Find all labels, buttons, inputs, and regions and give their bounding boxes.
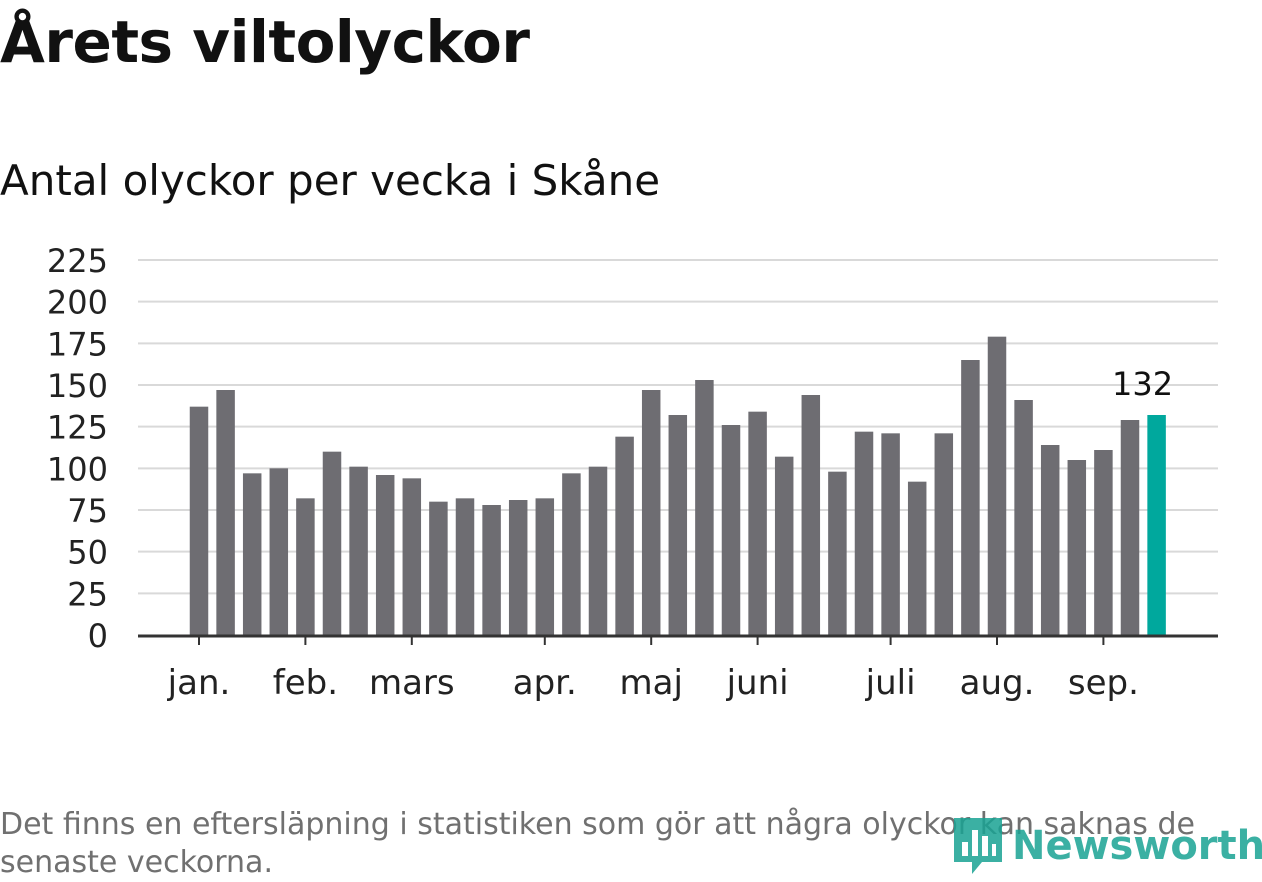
y-tick-label: 150 xyxy=(47,367,108,405)
bar xyxy=(269,468,289,635)
bar xyxy=(668,415,688,635)
y-tick-label: 125 xyxy=(47,409,108,447)
bar xyxy=(508,500,528,635)
x-tick-label: feb. xyxy=(273,663,338,703)
bar xyxy=(562,473,581,635)
bar xyxy=(588,466,608,635)
bar xyxy=(961,360,980,635)
bar xyxy=(987,336,1007,635)
bar xyxy=(934,433,954,635)
x-tick-label: jan. xyxy=(167,663,231,703)
y-tick-label: 0 xyxy=(88,617,108,655)
chart-subtitle: Antal olyckor per vecka i Skåne xyxy=(0,156,661,205)
y-tick-label: 200 xyxy=(47,284,108,322)
bar xyxy=(429,501,448,635)
highlight-bar xyxy=(1147,415,1166,635)
x-tick-label: juni xyxy=(726,663,789,703)
newsworthy-logo: Newsworthy xyxy=(950,814,1262,878)
bar xyxy=(907,481,927,635)
y-tick-label: 175 xyxy=(47,325,108,363)
bar xyxy=(854,431,874,635)
y-tick-label: 100 xyxy=(47,450,108,488)
bars xyxy=(189,336,1166,635)
bar xyxy=(1014,400,1033,635)
bar xyxy=(296,498,315,635)
bar xyxy=(455,498,475,635)
bar xyxy=(1040,445,1060,635)
bar xyxy=(881,433,900,635)
bar xyxy=(189,406,209,635)
bar xyxy=(721,425,741,635)
x-tick-label: sep. xyxy=(1068,663,1139,703)
bar xyxy=(535,498,555,635)
bar xyxy=(1120,420,1140,635)
chart-title: Årets viltolyckor xyxy=(0,8,530,76)
logo-text: Newsworthy xyxy=(1012,823,1262,869)
bar xyxy=(748,411,767,635)
bar xyxy=(482,505,501,635)
x-tick-label: mars xyxy=(369,663,455,703)
bar xyxy=(322,451,342,635)
bar xyxy=(828,471,847,635)
bar xyxy=(774,456,794,635)
y-tick-label: 50 xyxy=(67,534,108,572)
y-tick-label: 25 xyxy=(67,575,108,613)
bar xyxy=(216,390,235,635)
x-tick-label: aug. xyxy=(960,663,1035,703)
bar xyxy=(615,436,634,635)
data-labels: 132 xyxy=(1112,365,1173,403)
y-tick-label: 225 xyxy=(47,242,108,280)
bar xyxy=(349,466,368,635)
x-tick-label: maj xyxy=(619,663,682,703)
bar xyxy=(375,475,395,635)
x-axis: jan. feb. mars apr. maj juni juli aug. sep. xyxy=(138,634,1218,703)
bar xyxy=(641,390,661,635)
bar xyxy=(801,395,821,635)
newsworthy-logo-icon xyxy=(954,818,1002,874)
bar xyxy=(402,478,422,635)
bar xyxy=(242,473,262,635)
y-tick-label: 75 xyxy=(67,492,108,530)
x-tick-label: juli xyxy=(865,663,916,703)
bar xyxy=(695,380,714,635)
x-tick-label: apr. xyxy=(513,663,577,703)
bar xyxy=(1094,450,1113,635)
highlight-value-label: 132 xyxy=(1112,365,1173,403)
bar xyxy=(1067,460,1087,635)
